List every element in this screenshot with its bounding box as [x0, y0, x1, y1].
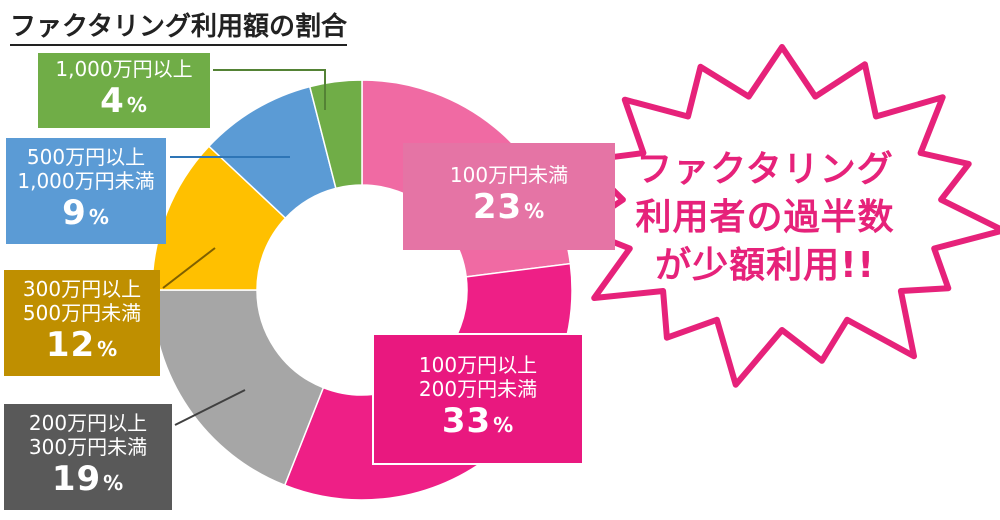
slice-label-text: 200万円未満: [418, 377, 538, 401]
callout-text: ファクタリング 利用者の過半数 が少額利用!!: [600, 146, 930, 290]
slice-label-text: 1,000万円以上: [55, 56, 193, 81]
slice-percent: 12%: [45, 325, 119, 365]
slice-label-text: 500万円未満: [22, 301, 142, 325]
slice-label-text: 500万円以上: [26, 145, 146, 169]
leader-lines: [162, 69, 326, 426]
slice-label: 300万円以上 500万円未満 12%: [4, 270, 160, 376]
slice-percent: 4%: [100, 80, 148, 121]
slice-percent: 23%: [472, 186, 546, 227]
slice-percent: 33%: [441, 401, 515, 441]
slice-label: 1,000万円以上 4%: [38, 53, 210, 128]
slice-label-text: 200万円以上: [28, 411, 148, 435]
slice-percent: 9%: [62, 193, 110, 233]
callout-line: が少額利用!!: [655, 245, 875, 286]
leader-line: [174, 389, 246, 426]
callout-line: 利用者の過半数: [635, 197, 895, 238]
starburst-callout: [577, 44, 1000, 388]
slice-label: 100万円以上 200万円未満 33%: [372, 333, 584, 465]
leader-line: [162, 247, 216, 289]
slice-label: 500万円以上 1,000万円未満 9%: [6, 138, 166, 244]
slice-label-text: 100万円以上: [418, 353, 538, 377]
slice-label-text: 300万円未満: [28, 435, 148, 459]
chart-title: ファクタリング利用額の割合: [10, 6, 347, 46]
slice-label-text: 100万円未満: [449, 162, 569, 187]
slice-label-text: 300万円以上: [22, 277, 142, 301]
slice-label: 100万円未満 23%: [403, 143, 615, 250]
leader-line: [213, 69, 326, 110]
slice-label: 200万円以上 300万円未満 19%: [4, 404, 172, 510]
slice-percent: 19%: [51, 459, 125, 499]
slice-label-text: 1,000万円未満: [17, 169, 155, 193]
callout-line: ファクタリング: [636, 149, 894, 190]
